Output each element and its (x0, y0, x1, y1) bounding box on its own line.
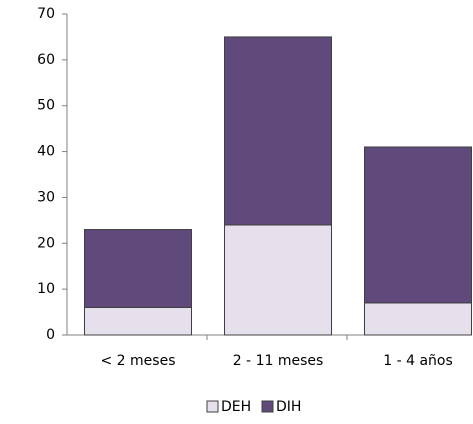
legend-label: DIH (276, 399, 301, 415)
legend-label: DEH (221, 399, 251, 415)
x-tick-label: 1 - 4 años (383, 353, 453, 369)
y-tick-label: 10 (37, 281, 55, 297)
x-tick-label: 2 - 11 meses (233, 353, 324, 369)
bar-segment (84, 229, 192, 308)
bar-segment (224, 36, 332, 226)
y-tick-label: 30 (37, 189, 55, 205)
y-tick-label: 70 (37, 6, 55, 22)
y-tick-label: 50 (37, 98, 55, 114)
legend: DEH DIH (206, 399, 301, 415)
y-tick-label: 0 (46, 327, 55, 343)
bar-segment (224, 224, 332, 336)
bar-segment (364, 146, 472, 304)
bar-segment (364, 302, 472, 336)
legend-swatch (206, 400, 219, 413)
legend-swatch (261, 400, 274, 413)
y-tick-label: 60 (37, 52, 55, 68)
x-tick-label: < 2 meses (101, 353, 176, 369)
bar-segment (84, 306, 192, 336)
y-tick-label: 20 (37, 235, 55, 251)
y-tick-label: 40 (37, 144, 55, 160)
